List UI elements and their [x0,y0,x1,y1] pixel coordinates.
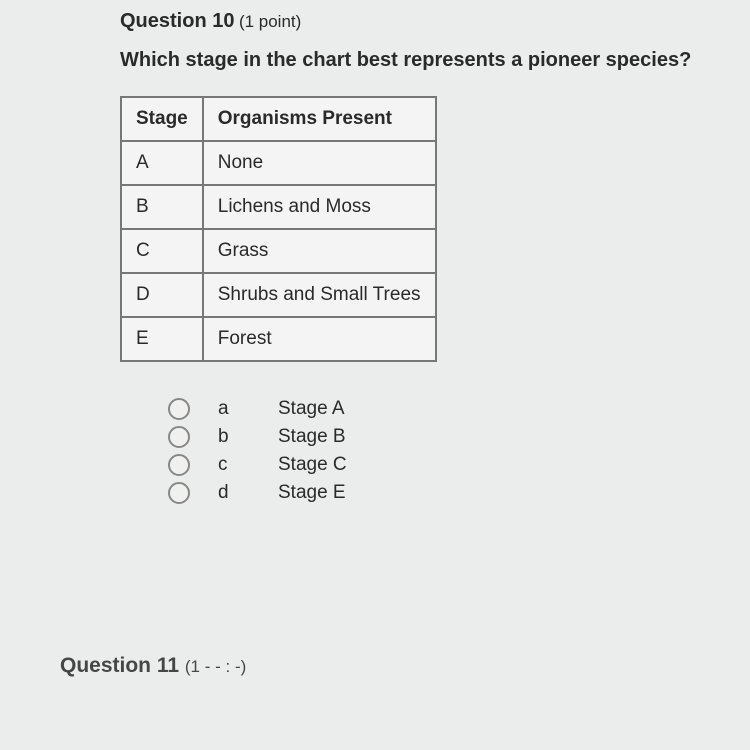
table-row: D Shrubs and Small Trees [121,273,436,317]
table-cell-organisms: Forest [203,317,436,361]
table-cell-organisms: Shrubs and Small Trees [203,273,436,317]
table-row: B Lichens and Moss [121,185,436,229]
option-d[interactable]: d Stage E [168,482,730,504]
option-a[interactable]: a Stage A [168,398,730,420]
table-cell-stage: A [121,141,203,185]
table-header-organisms: Organisms Present [203,97,436,141]
table-cell-stage: D [121,273,203,317]
radio-icon[interactable] [168,454,190,476]
option-letter: c [218,454,278,476]
next-question-header: Question 11 (1 - - : -) [60,654,730,678]
table-row: E Forest [121,317,436,361]
table-cell-organisms: Grass [203,229,436,273]
table-header-stage: Stage [121,97,203,141]
option-label: Stage A [278,398,345,420]
next-question-number: Question 11 [60,654,179,677]
table-row: C Grass [121,229,436,273]
option-label: Stage B [278,426,346,448]
radio-icon[interactable] [168,426,190,448]
table-cell-organisms: None [203,141,436,185]
table-cell-stage: C [121,229,203,273]
question-points: (1 point) [239,12,301,31]
next-question-points-partial: (1 - - : -) [185,657,246,676]
option-label: Stage C [278,454,347,476]
table-row: A None [121,141,436,185]
stages-table: Stage Organisms Present A None B Lichens… [120,96,437,362]
option-letter: b [218,426,278,448]
option-label: Stage E [278,482,346,504]
option-letter: a [218,398,278,420]
question-header: Question 10 (1 point) [120,10,730,33]
radio-icon[interactable] [168,398,190,420]
answer-options: a Stage A b Stage B c Stage C d Stage E [168,398,730,504]
table-cell-organisms: Lichens and Moss [203,185,436,229]
option-c[interactable]: c Stage C [168,454,730,476]
table-cell-stage: B [121,185,203,229]
question-text: Which stage in the chart best represents… [120,49,730,72]
option-letter: d [218,482,278,504]
radio-icon[interactable] [168,482,190,504]
table-cell-stage: E [121,317,203,361]
question-number: Question 10 [120,10,234,32]
option-b[interactable]: b Stage B [168,426,730,448]
table-header-row: Stage Organisms Present [121,97,436,141]
